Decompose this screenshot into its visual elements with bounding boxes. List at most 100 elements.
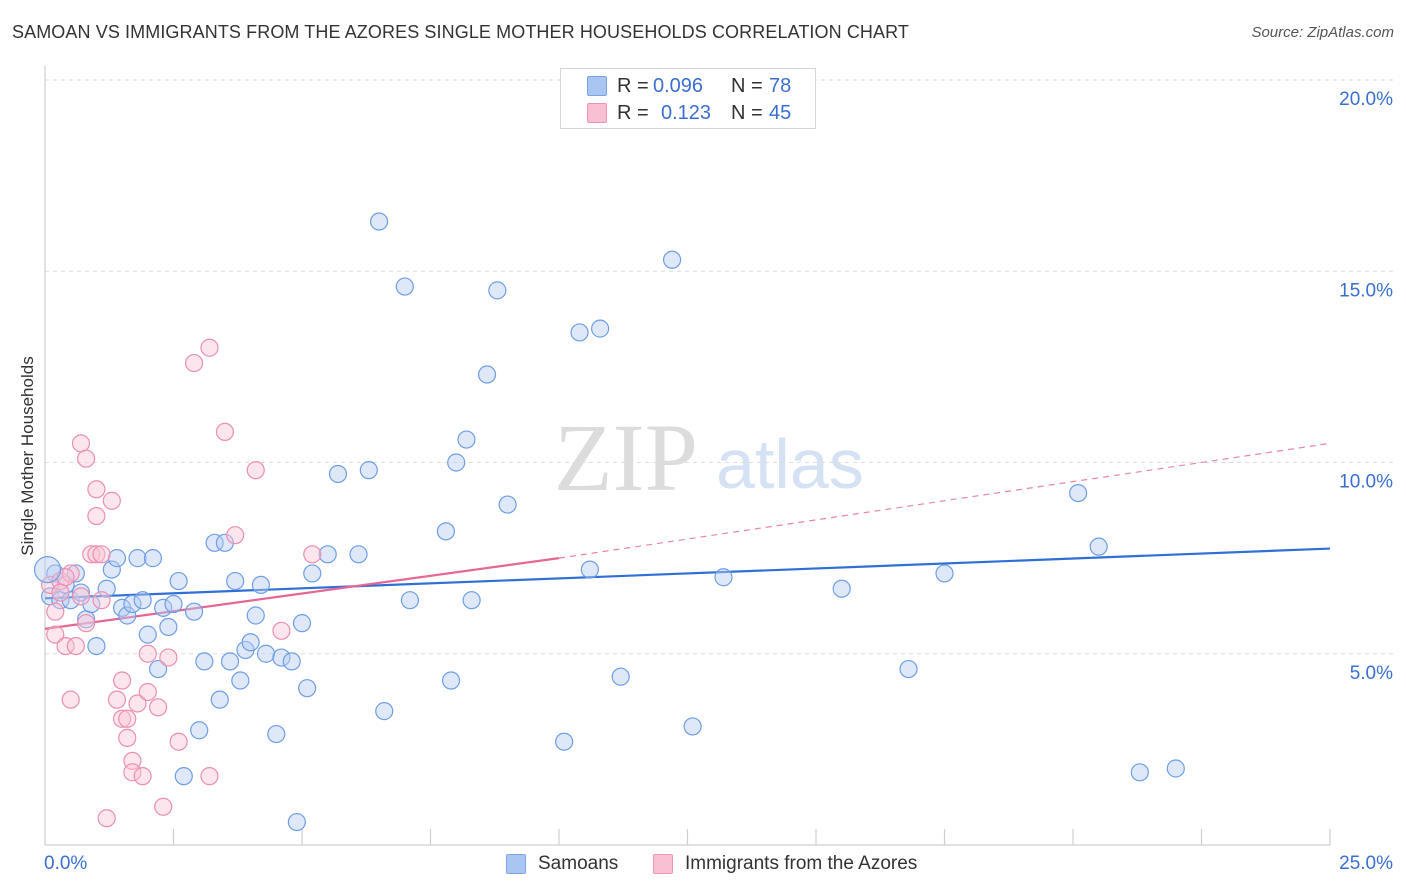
- samoans-point: [159, 617, 178, 637]
- samoans-point: [169, 571, 188, 591]
- samoans-point: [662, 250, 682, 269]
- azores-point: [200, 338, 219, 357]
- samoans-point: [128, 549, 147, 568]
- azores-point: [51, 583, 70, 602]
- samoans-point: [154, 598, 173, 617]
- samoans-point: [349, 545, 368, 564]
- azores-swatch: [587, 103, 607, 123]
- samoans-point: [267, 724, 286, 744]
- r-label: R =: [617, 102, 649, 124]
- samoans-point: [591, 319, 610, 338]
- azores-point: [56, 636, 75, 656]
- r-value: 0.096: [653, 75, 704, 97]
- samoans-point: [71, 583, 91, 602]
- samoans-point: [303, 564, 322, 583]
- azores-point: [118, 709, 137, 728]
- samoans-point: [282, 652, 301, 671]
- samoans-point: [477, 365, 497, 384]
- samoans-point: [436, 522, 456, 541]
- samoans-point: [400, 591, 420, 610]
- azores-point: [82, 545, 101, 564]
- samoans-point: [107, 549, 127, 568]
- axes: [44, 66, 1331, 846]
- y-tick-label: 20.0%: [1339, 89, 1393, 110]
- samoans-point: [190, 721, 209, 740]
- samoans-point: [441, 671, 461, 690]
- azores-point: [112, 709, 132, 728]
- samoans-point: [1069, 484, 1088, 503]
- samoans-point: [298, 679, 317, 698]
- samoans-point: [935, 564, 954, 583]
- samoans-point: [447, 453, 466, 472]
- azores-point: [154, 797, 173, 816]
- samoans-point: [184, 602, 204, 621]
- samoans-point: [138, 625, 157, 644]
- samoans-point: [226, 571, 245, 591]
- chart-title: SAMOAN VS IMMIGRANTS FROM THE AZORES SIN…: [12, 22, 910, 42]
- samoans-point: [832, 579, 851, 598]
- samoans-point: [292, 614, 312, 633]
- samoans-point: [123, 594, 142, 614]
- azores-point: [200, 767, 219, 786]
- watermark-zip: ZIP: [554, 404, 698, 511]
- stats-legend: R = 0.096 N = 78 R = 0.123 N = 45: [560, 68, 816, 129]
- samoans-point: [174, 767, 193, 786]
- azores-trend-extension: [558, 442, 1331, 559]
- azores-point: [71, 587, 91, 606]
- samoans-point: [251, 575, 270, 595]
- azores-point: [138, 644, 157, 663]
- azores-point: [133, 767, 152, 786]
- azores-point: [87, 480, 106, 499]
- n-value: 78: [769, 75, 792, 97]
- samoans-point: [231, 671, 250, 690]
- samoans-point: [488, 281, 507, 300]
- samoans-point: [714, 568, 733, 587]
- azores-point: [123, 763, 142, 782]
- legend-label: Samoans: [538, 853, 619, 874]
- samoans-point: [611, 667, 630, 686]
- azores-point: [61, 690, 80, 709]
- samoans-point: [246, 606, 265, 625]
- azores-point: [246, 461, 265, 480]
- azores-point: [184, 353, 204, 373]
- n-value: 45: [769, 102, 792, 124]
- samoans-point: [899, 659, 918, 679]
- samoans-point: [359, 461, 378, 480]
- watermark-atlas: atlas: [716, 425, 864, 503]
- samoans-point: [328, 464, 348, 484]
- azores-point: [169, 732, 188, 751]
- samoans-point: [210, 690, 229, 709]
- samoans-point: [318, 545, 337, 564]
- samoans-point: [118, 606, 137, 625]
- azores-point: [215, 422, 234, 441]
- samoans-point: [555, 732, 574, 751]
- azores-point: [118, 728, 137, 748]
- samoans-point: [33, 555, 62, 584]
- samoans-point: [395, 277, 414, 296]
- samoans-swatch: [587, 76, 607, 96]
- samoans-point: [580, 560, 599, 579]
- samoans-point: [256, 644, 276, 663]
- samoans-point: [102, 560, 121, 579]
- data-points: [33, 212, 1185, 832]
- azores-point: [159, 648, 178, 667]
- n-label: N =: [731, 102, 763, 124]
- samoans-point: [87, 636, 106, 656]
- samoans-point: [61, 591, 80, 610]
- azores-point: [128, 694, 147, 713]
- azores-point: [226, 526, 245, 545]
- azores-point: [66, 636, 85, 656]
- azores-point: [87, 506, 106, 526]
- samoans-point: [97, 579, 116, 598]
- samoans-point: [1166, 759, 1185, 778]
- x-tick-label: 0.0%: [44, 853, 87, 874]
- samoans-point: [195, 652, 214, 671]
- samoans-point: [287, 812, 306, 832]
- azores-point: [92, 591, 111, 610]
- azores-point: [102, 491, 121, 510]
- samoans-point: [683, 717, 702, 736]
- samoans-point: [272, 648, 291, 667]
- azores-point: [138, 682, 157, 702]
- samoans-point: [82, 594, 101, 614]
